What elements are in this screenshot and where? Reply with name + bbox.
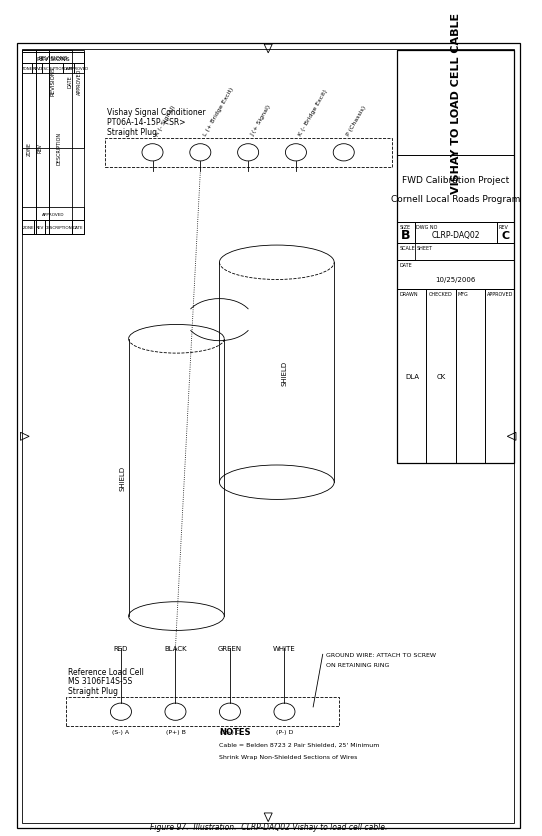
Bar	[397, 244, 415, 261]
Text: 10/25/2006: 10/25/2006	[435, 276, 476, 283]
Text: Vishay Signal Conditioner: Vishay Signal Conditioner	[107, 108, 205, 117]
Text: L (+ Bridge Excit): L (+ Bridge Excit)	[202, 87, 234, 137]
Bar	[397, 290, 514, 463]
Text: ZONE: ZONE	[22, 226, 34, 230]
Text: REVISIONS: REVISIONS	[36, 57, 70, 62]
Text: DESCRIPTION: DESCRIPTION	[56, 132, 61, 165]
Bar	[397, 51, 514, 156]
Bar	[397, 156, 514, 223]
Text: PT06A-14-15P <SR>: PT06A-14-15P <SR>	[107, 118, 185, 127]
Text: C: C	[501, 230, 509, 240]
Bar	[456, 290, 485, 463]
Bar	[42, 64, 63, 74]
Bar	[22, 51, 36, 234]
Bar	[32, 64, 42, 74]
Bar	[67, 697, 339, 726]
Bar	[397, 223, 415, 244]
Text: NOTES: NOTES	[220, 726, 251, 736]
Text: DATE: DATE	[68, 75, 73, 88]
Text: DESCRIPTION: DESCRIPTION	[45, 226, 73, 230]
Text: (P+) B: (P+) B	[165, 729, 185, 734]
Text: REV: REV	[33, 67, 41, 71]
Bar	[49, 51, 72, 234]
Text: ZONE: ZONE	[22, 67, 33, 71]
Bar	[485, 290, 514, 463]
Text: FWD Calibration Project: FWD Calibration Project	[402, 176, 509, 185]
Text: GROUND WIRE: ATTACH TO SCREW: GROUND WIRE: ATTACH TO SCREW	[326, 652, 436, 657]
Text: DRAWN: DRAWN	[399, 292, 418, 297]
Text: REV: REV	[499, 225, 508, 230]
Bar	[63, 64, 74, 74]
Text: VISHAY TO LOAD CELL CABLE: VISHAY TO LOAD CELL CABLE	[450, 13, 461, 194]
Text: (S-) A: (S-) A	[112, 729, 130, 734]
Bar	[496, 223, 514, 244]
Text: APPROVED: APPROVED	[487, 292, 513, 297]
Text: Straight Plug: Straight Plug	[107, 127, 157, 136]
Bar	[397, 223, 514, 244]
Text: Shrink Wrap Non-Shielded Sections of Wires: Shrink Wrap Non-Shielded Sections of Wir…	[220, 753, 358, 758]
Bar	[22, 53, 83, 148]
Text: SHIELD: SHIELD	[282, 360, 288, 385]
Text: DATE: DATE	[73, 226, 83, 230]
Text: (P-) D: (P-) D	[276, 729, 293, 734]
Bar	[22, 51, 83, 234]
Text: MFG: MFG	[457, 292, 468, 297]
Text: APPROVED: APPROVED	[68, 67, 89, 71]
Text: BLACK: BLACK	[164, 645, 187, 652]
Bar	[34, 221, 46, 234]
Text: (S+) C: (S+) C	[220, 729, 240, 734]
Text: DWG NO: DWG NO	[416, 225, 438, 230]
Bar	[397, 51, 514, 463]
Bar	[22, 207, 83, 221]
Text: DESCRIPTION: DESCRIPTION	[39, 67, 65, 71]
Text: APPROVED: APPROVED	[42, 212, 64, 217]
Text: REV: REV	[35, 226, 44, 230]
Text: Straight Plug: Straight Plug	[68, 686, 118, 695]
Text: SCALE: SCALE	[399, 246, 415, 251]
Bar	[72, 221, 83, 234]
Bar	[397, 261, 514, 290]
Text: Reference Load Cell: Reference Load Cell	[68, 667, 144, 676]
Text: SIZE: SIZE	[399, 225, 410, 230]
Text: MS 3106F14S-5S: MS 3106F14S-5S	[68, 676, 133, 686]
Text: Cable = Belden 8723 2 Pair Shielded, 25' Minimum: Cable = Belden 8723 2 Pair Shielded, 25'…	[220, 742, 380, 747]
Text: APPROVED: APPROVED	[78, 69, 82, 94]
Text: DATE: DATE	[399, 263, 412, 268]
Text: RED: RED	[114, 645, 128, 652]
Bar	[397, 290, 427, 463]
Text: DLA: DLA	[405, 374, 419, 380]
Text: WHITE: WHITE	[273, 645, 296, 652]
Text: ON RETAINING RING: ON RETAINING RING	[326, 662, 389, 667]
Bar	[105, 139, 391, 167]
Bar	[74, 64, 83, 74]
Bar	[22, 53, 83, 64]
Bar	[427, 290, 456, 463]
Text: REVISIONS: REVISIONS	[38, 56, 68, 61]
Bar	[46, 221, 72, 234]
Text: DATE: DATE	[63, 67, 73, 71]
Text: REVISIONS: REVISIONS	[50, 67, 56, 96]
Text: CHECKED: CHECKED	[428, 292, 452, 297]
Bar	[415, 223, 496, 244]
Bar	[397, 244, 514, 261]
Bar	[22, 64, 32, 74]
Text: J (+ Signal): J (+ Signal)	[250, 104, 272, 137]
Text: Figure 97.  Illustration.  CLRP-DAQ02 Vishay to load cell cable.: Figure 97. Illustration. CLRP-DAQ02 Vish…	[150, 823, 387, 831]
Text: GREEN: GREEN	[218, 645, 242, 652]
Bar	[36, 51, 49, 234]
Text: ZONE: ZONE	[27, 141, 31, 155]
Text: CK: CK	[436, 374, 446, 380]
Text: CLRP-DAQ02: CLRP-DAQ02	[431, 231, 480, 240]
Text: SHIELD: SHIELD	[120, 466, 126, 491]
Bar	[22, 221, 34, 234]
Text: P (Chassis): P (Chassis)	[346, 104, 367, 137]
Text: A (- Signal): A (- Signal)	[154, 104, 176, 137]
Text: REV: REV	[37, 144, 42, 153]
Text: SHEET: SHEET	[416, 246, 433, 251]
Text: K (- Bridge Excit): K (- Bridge Excit)	[298, 89, 328, 137]
Text: B: B	[401, 229, 411, 242]
Text: Cornell Local Roads Program: Cornell Local Roads Program	[391, 195, 520, 203]
